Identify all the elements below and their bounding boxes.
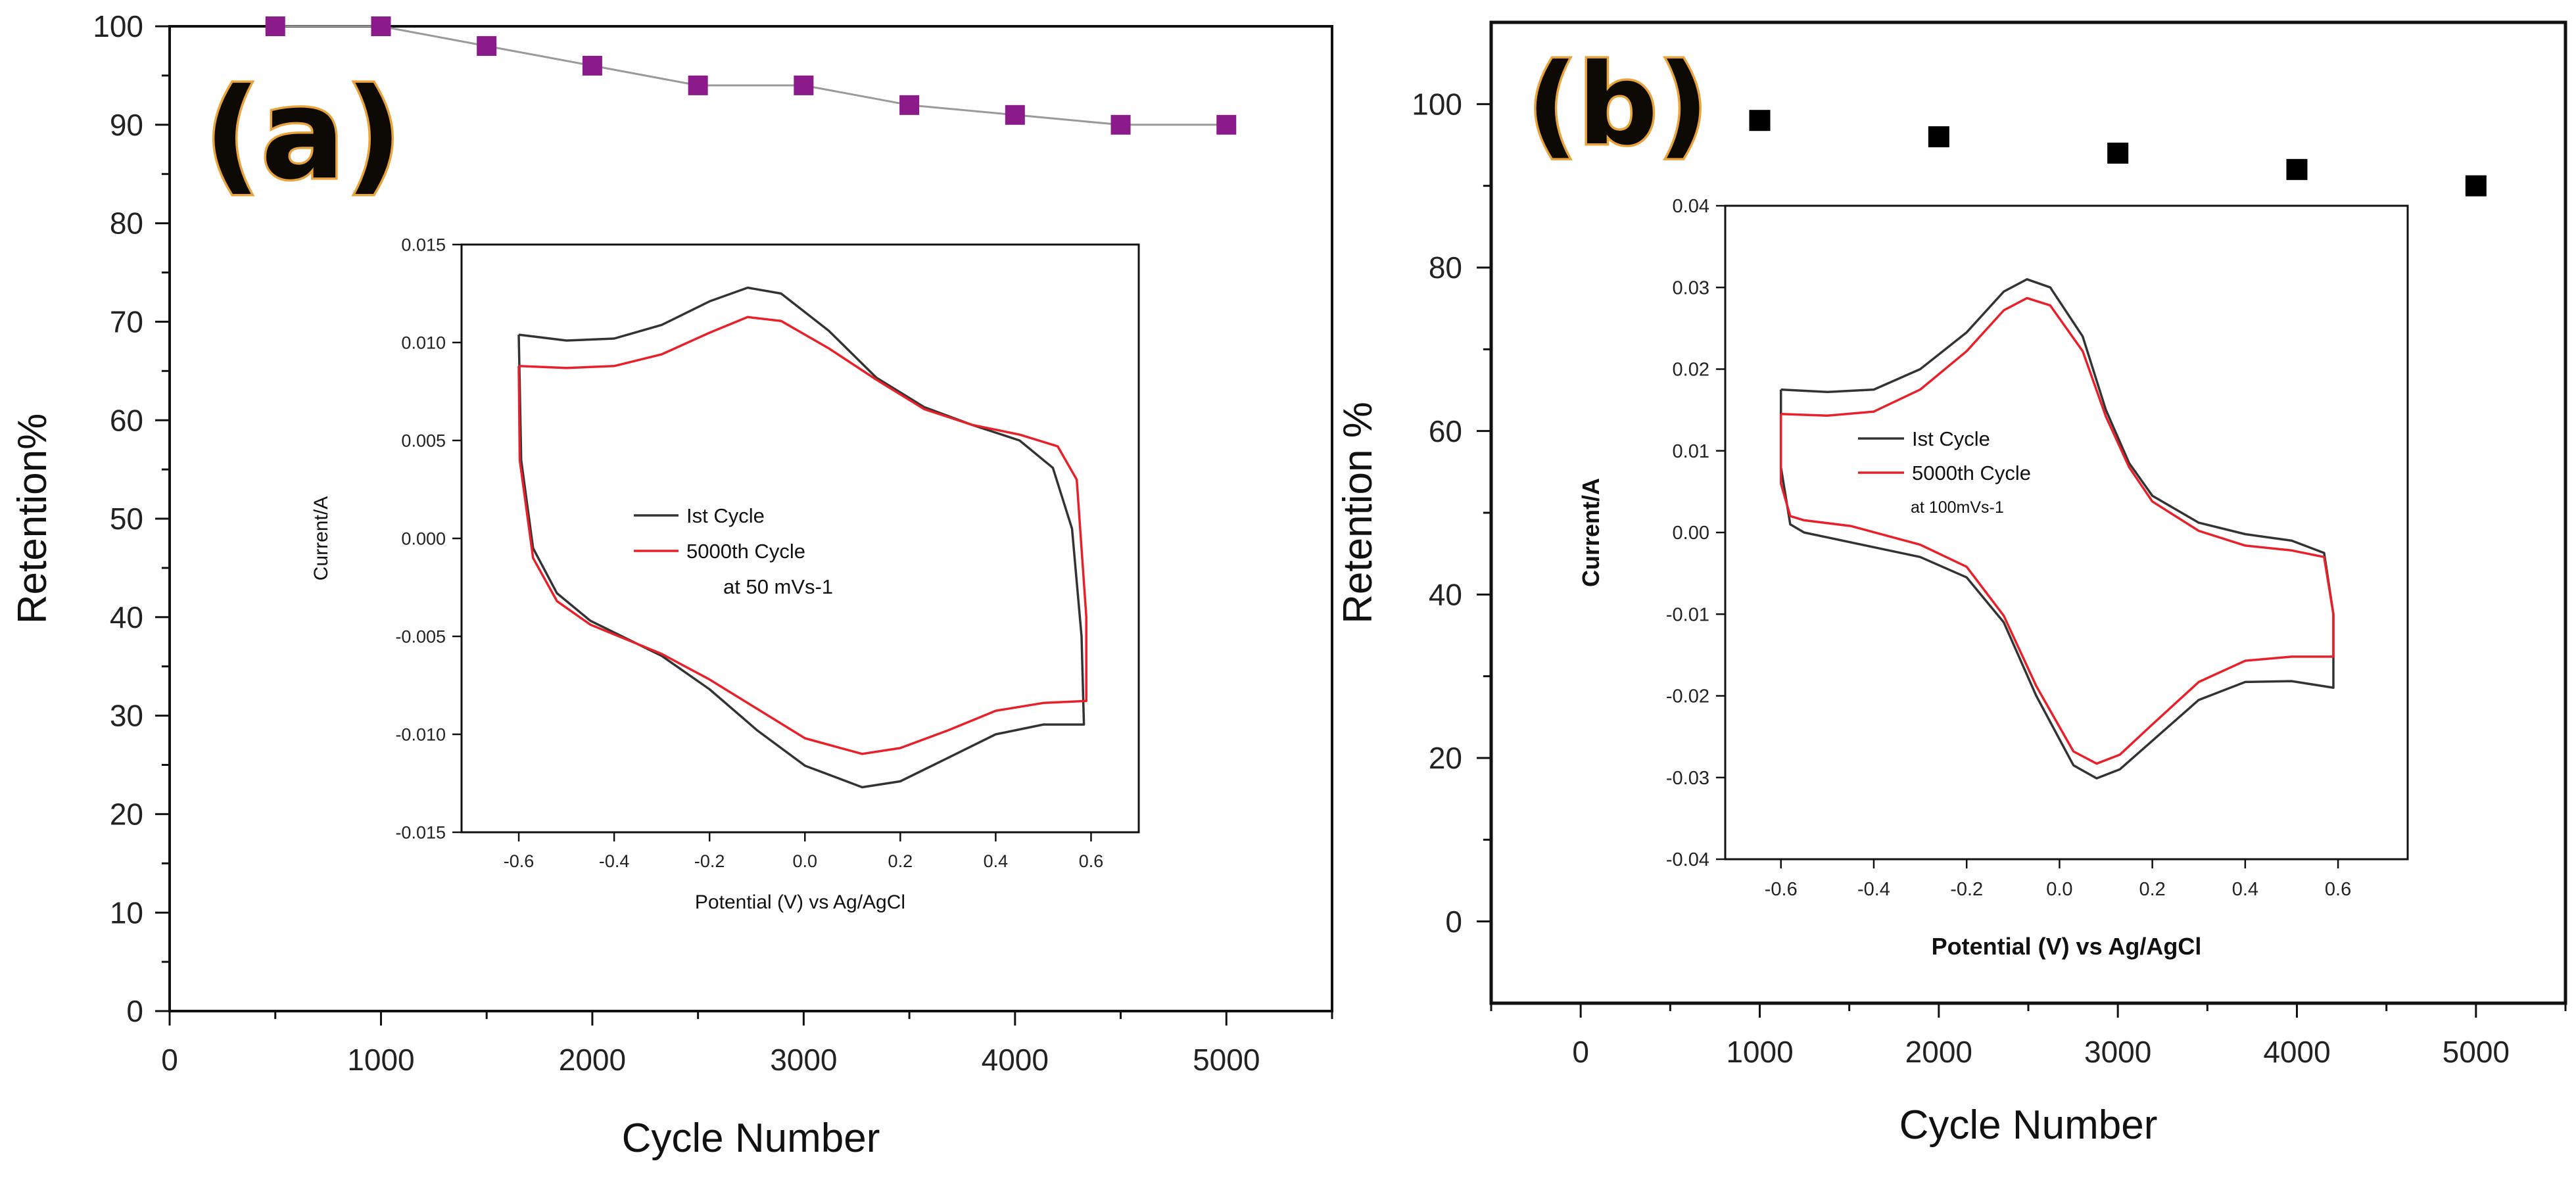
x-tick-label: 3000: [770, 1043, 837, 1077]
x-tick-label: 4000: [2263, 1035, 2330, 1069]
y-tick-label: 20: [1429, 741, 1462, 775]
x-tick-label: -0.4: [599, 851, 630, 871]
y-tick-label: 30: [110, 699, 143, 733]
retention-point: [477, 35, 497, 56]
legend-label: 5000th Cycle: [1912, 461, 2031, 485]
y-axis-title: Retention%: [10, 414, 55, 625]
y-axis-title: Current/A: [1577, 478, 1604, 587]
y-tick-label: -0.03: [1666, 768, 1709, 789]
y-axis-title: Retention %: [1335, 402, 1381, 624]
y-tick-label: 10: [110, 895, 143, 930]
x-tick-label: 0.0: [2046, 879, 2072, 900]
retention-point: [2286, 158, 2308, 180]
y-tick-label: -0.005: [395, 626, 446, 646]
y-tick-label: 80: [1429, 250, 1462, 285]
x-tick-label: 0.0: [792, 851, 817, 871]
y-tick-label: 40: [1429, 577, 1462, 611]
x-tick-label: 0.4: [2232, 879, 2258, 900]
legend-label: Ist Cycle: [1912, 427, 1990, 450]
retention-point: [265, 16, 285, 36]
retention-point: [899, 95, 920, 115]
panel-b: 0 1000 2000 3000 4000 5000 0 20 40 60 80 100 Cycle N…: [1335, 20, 2567, 1148]
x-tick-label: 4000: [982, 1043, 1049, 1077]
retention-point: [1110, 114, 1131, 135]
y-tick-label: -0.04: [1666, 849, 1709, 870]
y-tick-label: 90: [110, 108, 143, 142]
inset-cv-b: -0.6 -0.4 -0.2 0.0 0.2 0.4 0.6 -0.04 -0.03 -0.02 -…: [1577, 196, 2409, 960]
y-tick-label: 0.000: [401, 529, 446, 548]
x-axis-title: Cycle Number: [1899, 1102, 2158, 1148]
x-axis-title: Potential (V) vs Ag/AgCl: [1932, 933, 2202, 960]
y-tick-label: 0.03: [1673, 277, 1709, 298]
y-tick-label: 0.005: [401, 431, 446, 450]
y-tick-label: -0.01: [1666, 604, 1709, 625]
panel-a: 0 1000 2000 3000 4000 5000 0 10 20 30 40 50 60 70 80 90…: [10, 9, 1333, 1161]
y-axis-title: Current/A: [310, 496, 332, 580]
legend-label: 5000th Cycle: [686, 540, 805, 563]
y-tick-label: 0.02: [1673, 360, 1709, 381]
x-tick-label: 1000: [1726, 1035, 1793, 1069]
x-tick-label: -0.2: [694, 851, 725, 871]
retention-point: [794, 75, 814, 95]
y-tick-label: 40: [110, 600, 143, 634]
y-tick-label: 0.015: [401, 235, 446, 254]
retention-point: [688, 75, 708, 95]
x-tick-label: -0.2: [1950, 879, 1983, 900]
y-tick-label: 50: [110, 502, 143, 536]
x-tick-label: 2000: [559, 1043, 626, 1077]
y-tick-label: 20: [110, 797, 143, 832]
y-tick-label: 100: [1412, 87, 1462, 121]
x-axis-title: Cycle Number: [622, 1116, 880, 1161]
y-tick-label: 0.010: [401, 333, 446, 352]
cv-curve-5000th-cycle: [517, 316, 1087, 755]
retention-point: [1005, 105, 1025, 125]
y-tick-label: 60: [1429, 414, 1462, 448]
y-tick-label: 60: [110, 403, 143, 437]
legend-note: at 100mVs-1: [1911, 498, 2004, 517]
x-tick-label: 5000: [1193, 1043, 1260, 1077]
x-axis-title: Potential (V) vs Ag/AgCl: [695, 891, 905, 913]
retention-point: [371, 16, 391, 36]
retention-point: [1749, 110, 1771, 131]
x-tick-label: 5000: [2443, 1035, 2510, 1069]
y-tick-label: -0.010: [395, 724, 446, 744]
x-tick-label: -0.6: [1765, 879, 1798, 900]
retention-point: [2107, 142, 2129, 164]
x-tick-label: 0.4: [984, 851, 1009, 871]
inset-background: [1725, 206, 2408, 859]
inset-cv-a: -0.6 -0.4 -0.2 0.0 0.2 0.4 0.6 -0.015 -0.010 -0.0…: [310, 235, 1140, 913]
x-tick-label: 0.2: [2139, 879, 2165, 900]
x-tick-label: -0.6: [504, 851, 535, 871]
retention-point: [1928, 126, 1949, 148]
x-tick-label: 0.2: [888, 851, 913, 871]
panel-label: (a): [204, 62, 402, 207]
cv-curve-5000th-cycle: [1779, 296, 2335, 765]
x-tick-label: 3000: [2084, 1035, 2151, 1069]
x-tick-label: 0: [1572, 1035, 1589, 1069]
y-tick-label: 80: [110, 206, 143, 241]
y-tick-label: 0.01: [1673, 441, 1709, 462]
y-tick-label: 0: [126, 994, 143, 1028]
y-tick-label: -0.02: [1666, 686, 1709, 707]
x-tick-label: -0.4: [1857, 879, 1890, 900]
y-tick-label: -0.015: [395, 822, 446, 842]
retention-line: [275, 25, 1227, 126]
y-tick-label: 0.00: [1673, 523, 1709, 544]
legend-label: Ist Cycle: [686, 504, 765, 527]
x-tick-label: 0.6: [2325, 879, 2351, 900]
x-tick-label: 0.6: [1079, 851, 1104, 871]
retention-point: [1216, 114, 1237, 135]
y-tick-label: 0: [1445, 905, 1462, 939]
y-tick-label: 100: [93, 9, 143, 43]
x-tick-label: 0: [161, 1043, 178, 1077]
x-tick-label: 2000: [1905, 1035, 1972, 1069]
panel-label: (b): [1527, 40, 1709, 170]
legend-note: at 50 mVs-1: [723, 575, 833, 598]
y-tick-label: 0.04: [1673, 196, 1709, 217]
retention-point: [2465, 175, 2487, 197]
y-tick-label: 70: [110, 305, 143, 339]
x-tick-label: 1000: [347, 1043, 414, 1077]
retention-point: [582, 55, 602, 76]
